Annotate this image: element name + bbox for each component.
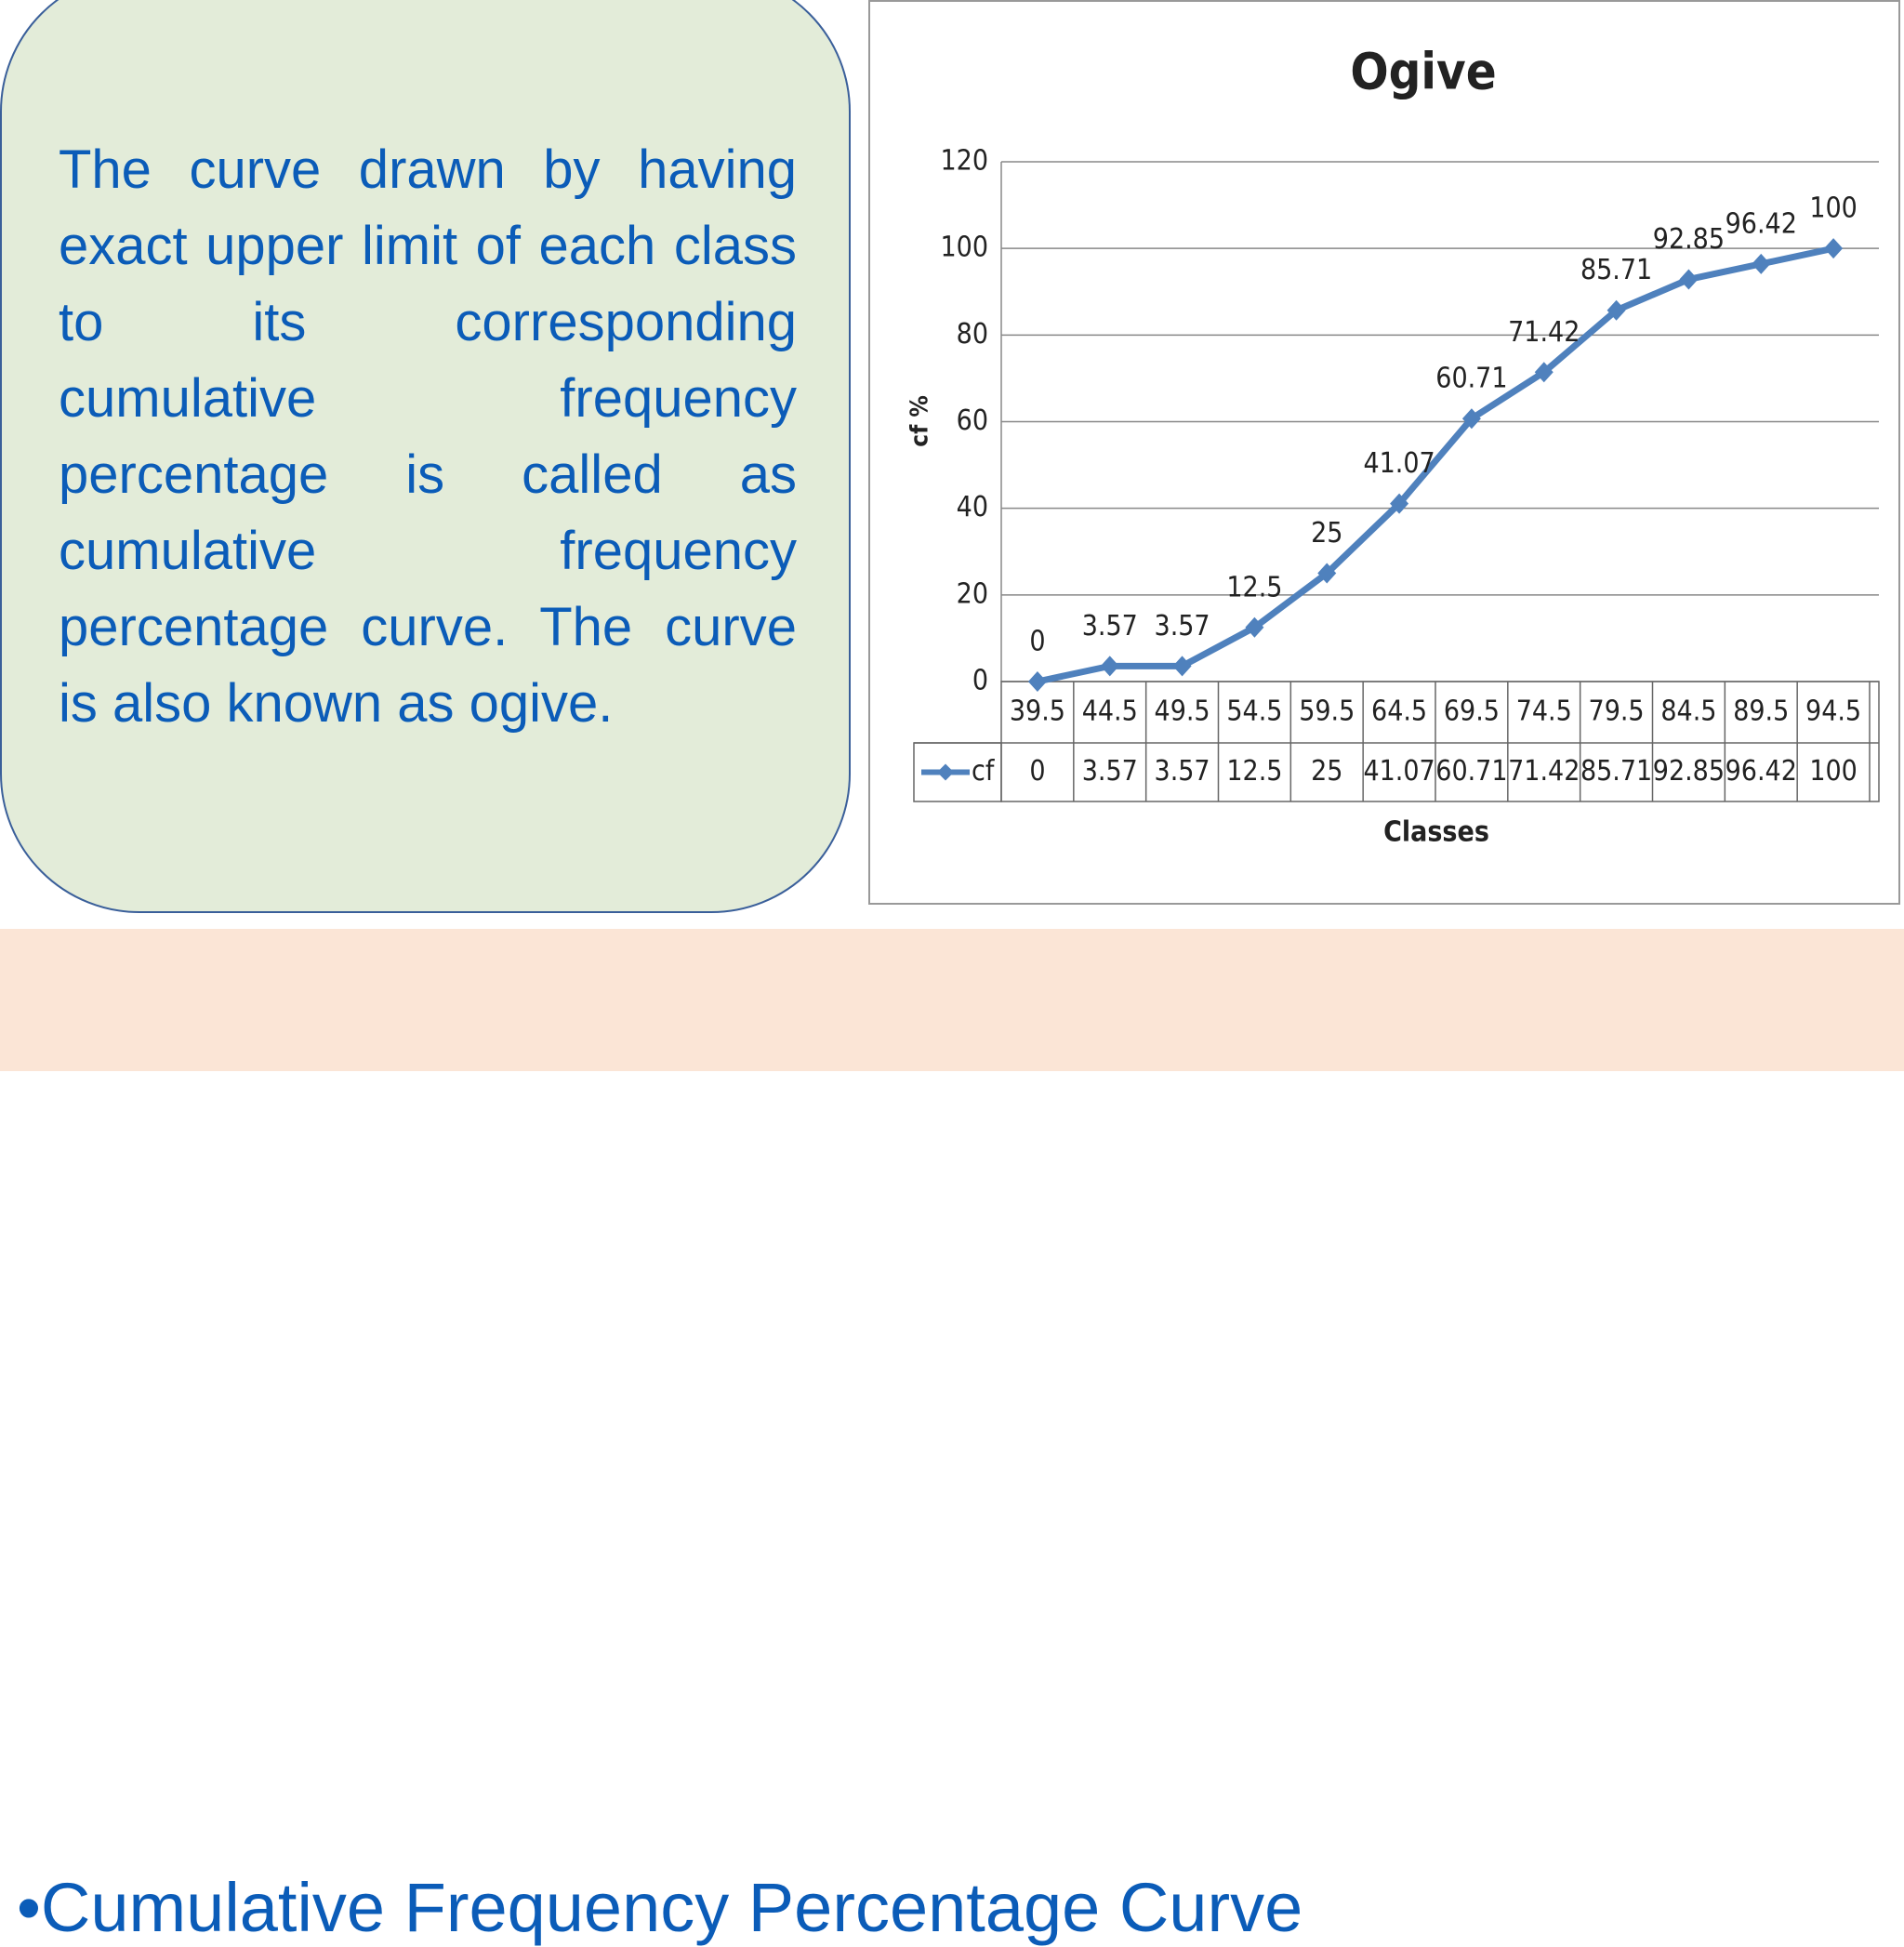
- paragraph: The curve drawn by having exact upper li…: [59, 139, 797, 734]
- data-point: [1534, 362, 1554, 383]
- data-point: [1172, 656, 1192, 677]
- y-tick-label: 80: [957, 318, 988, 351]
- data-table-frame: [1000, 681, 1880, 802]
- legend-marker: [937, 763, 954, 781]
- x-tick-label: 39.5: [1010, 695, 1065, 728]
- y-tick-label: 40: [957, 491, 988, 523]
- y-axis-title: cf %: [906, 395, 934, 447]
- data-point: [1461, 408, 1481, 430]
- data-label: 85.71: [1580, 254, 1652, 286]
- chart-frame: [868, 0, 1900, 905]
- data-table-value: 25: [1311, 755, 1342, 788]
- data-label: 12.5: [1226, 571, 1282, 603]
- data-table-value: 71.42: [1508, 755, 1580, 788]
- legend-label: cf: [972, 755, 996, 788]
- data-label: 25: [1311, 517, 1342, 550]
- data-label: 92.85: [1653, 223, 1725, 256]
- x-tick-label: 44.5: [1082, 695, 1138, 728]
- bullet-mark: •: [17, 1869, 41, 1946]
- y-tick-label: 0: [972, 665, 988, 697]
- data-table-value: 92.85: [1653, 755, 1725, 788]
- text-box: The curve drawn by having exact upper li…: [0, 0, 851, 913]
- data-label: 3.57: [1155, 610, 1210, 642]
- bullet-text: Cumulative Frequency Percentage Curve: [40, 1869, 1303, 1946]
- data-label: 0: [1029, 626, 1045, 658]
- data-point: [1100, 656, 1119, 677]
- y-tick-label: 120: [940, 145, 988, 178]
- bullet-item: •Cumulative Frequency Percentage Curve: [17, 1868, 1302, 1947]
- x-tick-label: 89.5: [1733, 695, 1789, 728]
- y-tick-label: 20: [957, 577, 988, 610]
- data-point: [1752, 253, 1771, 274]
- x-tick-label: 94.5: [1805, 695, 1861, 728]
- y-tick-label: 60: [957, 404, 988, 437]
- data-point: [1245, 616, 1264, 638]
- x-tick-label: 59.5: [1299, 695, 1355, 728]
- chart: Ogive cf % Classes 0 20 40 60 80 100 120 39.5 44…: [868, 0, 1900, 905]
- data-table-value: 85.71: [1580, 755, 1652, 788]
- data-table-value: 0: [1029, 755, 1045, 788]
- data-label: 60.71: [1435, 363, 1507, 395]
- data-label: 41.07: [1363, 447, 1435, 480]
- x-tick-label: 64.5: [1371, 695, 1427, 728]
- data-point: [1317, 563, 1337, 584]
- data-table-value: 12.5: [1226, 755, 1282, 788]
- data-point: [1390, 493, 1409, 514]
- data-table-value: 3.57: [1155, 755, 1210, 788]
- bullet-band: •Cumulative Frequency Percentage Curve: [0, 929, 1904, 1946]
- series-line: [1037, 245, 1834, 685]
- data-table-value: 60.71: [1435, 755, 1507, 788]
- data-label: 100: [1809, 192, 1858, 225]
- x-axis-title: Classes: [1383, 816, 1489, 849]
- data-point: [1027, 671, 1047, 692]
- data-table-value: 100: [1809, 755, 1858, 788]
- data-point: [1606, 299, 1626, 321]
- x-tick-label: 79.5: [1589, 695, 1645, 728]
- x-tick-label: 49.5: [1155, 695, 1210, 728]
- chart-title: Ogive: [1350, 43, 1496, 101]
- data-label: 71.42: [1508, 316, 1580, 349]
- data-label: 96.42: [1726, 207, 1797, 240]
- data-table-value: 96.42: [1726, 755, 1797, 788]
- x-tick-label: 54.5: [1226, 695, 1282, 728]
- x-tick-label: 74.5: [1516, 695, 1572, 728]
- data-table-value: 41.07: [1363, 755, 1435, 788]
- data-label: 3.57: [1082, 610, 1138, 642]
- x-tick-label: 84.5: [1660, 695, 1716, 728]
- data-table-value: 3.57: [1082, 755, 1138, 788]
- y-tick-label: 100: [940, 232, 988, 264]
- data-point: [1679, 269, 1699, 290]
- x-tick-label: 69.5: [1444, 695, 1500, 728]
- data-point: [1824, 238, 1844, 259]
